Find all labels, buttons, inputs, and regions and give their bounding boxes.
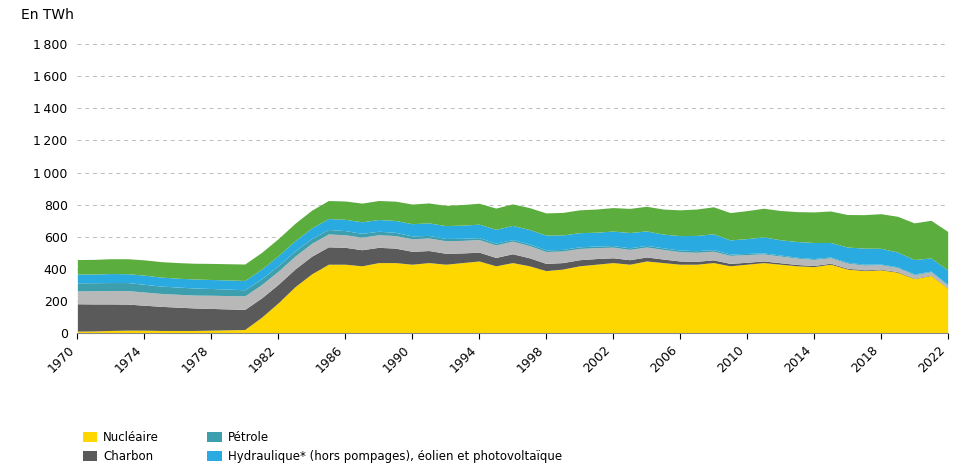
- Legend: Nucléaire, Charbon, Gaz naturel, Pétrole, Hydraulique* (hors pompages), éolien e: Nucléaire, Charbon, Gaz naturel, Pétrole…: [83, 431, 562, 463]
- Text: En TWh: En TWh: [21, 8, 73, 22]
